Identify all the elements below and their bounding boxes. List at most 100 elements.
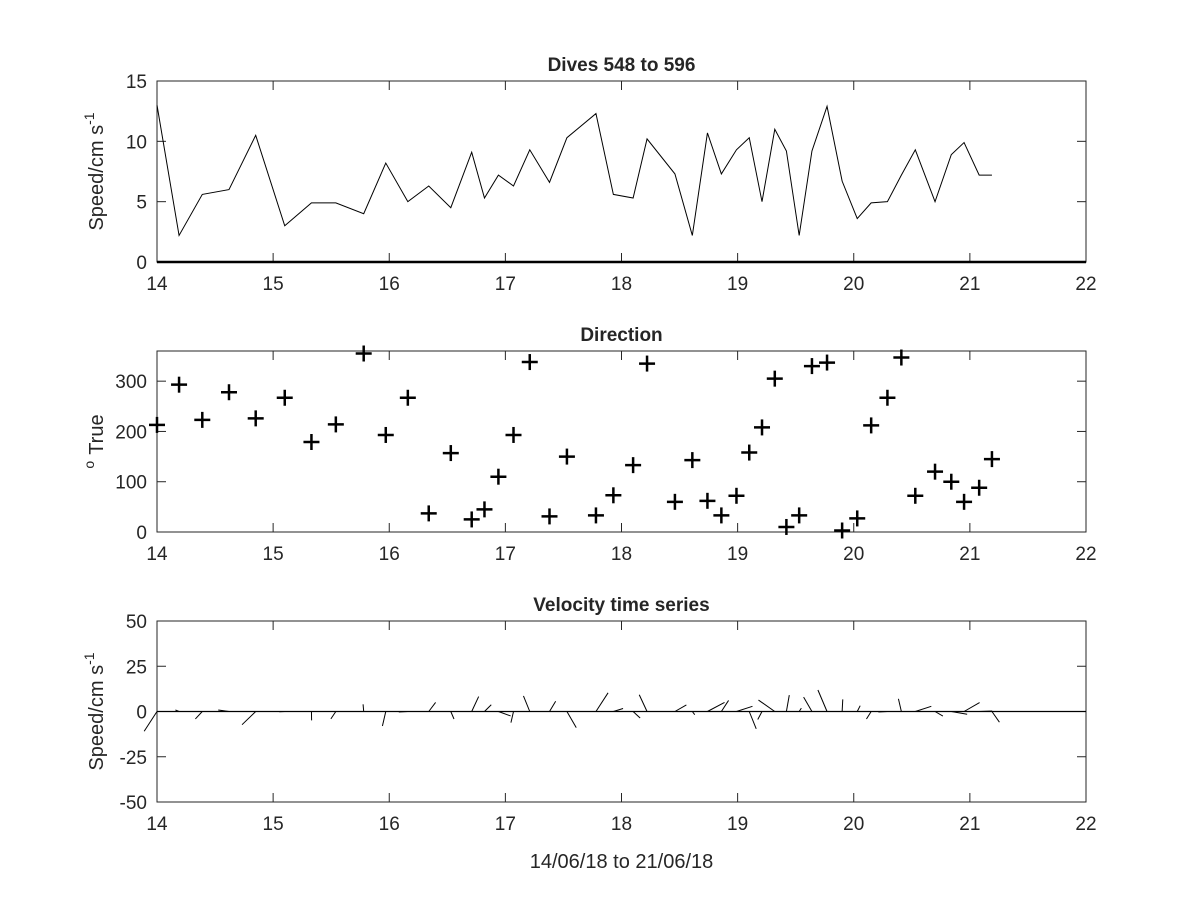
- velocity-stick: [428, 702, 436, 712]
- direction-marker: [893, 349, 910, 366]
- direction-marker: [778, 518, 795, 535]
- velocity-stick: [241, 711, 257, 726]
- y-tick-label: 10: [126, 132, 147, 153]
- y-tick-label: 25: [126, 657, 147, 678]
- velocity-stick: [218, 709, 230, 712]
- velocity-stick: [613, 708, 624, 712]
- direction-marker: [505, 426, 522, 443]
- direction-marker: [666, 493, 683, 510]
- velocity-stick: [856, 705, 861, 712]
- velocity-stick: [522, 695, 531, 712]
- velocity-stick: [785, 695, 790, 712]
- y-tick-label: 100: [115, 473, 147, 494]
- x-tick-label: 16: [379, 814, 400, 835]
- direction-marker: [247, 410, 264, 427]
- velocity-stick: [143, 711, 158, 732]
- x-tick-label: 15: [263, 274, 284, 295]
- direction-marker: [956, 493, 973, 510]
- speed-series-line: [156, 104, 992, 237]
- velocity-stick: [817, 689, 828, 712]
- direction-marker: [943, 473, 960, 490]
- velocity-stick: [757, 711, 763, 720]
- x-tick-label: 18: [611, 814, 632, 835]
- velocity-stick: [498, 711, 511, 717]
- panel-3: Velocity time series 14 15 16 17 18 19 20 21 22 -5…: [81, 595, 1097, 873]
- direction-marker: [803, 358, 820, 375]
- direction-marker: [541, 508, 558, 525]
- direction-marker: [149, 416, 165, 433]
- direction-marker: [983, 451, 1000, 468]
- direction-marker: [399, 389, 416, 406]
- direction-marker: [558, 448, 575, 465]
- velocity-stick: [748, 711, 757, 729]
- direction-marker: [927, 463, 944, 480]
- y-axis-label-text: Speed/cm s: [86, 665, 108, 771]
- x-tick-label: 21: [959, 814, 980, 835]
- direction-marker: [194, 411, 211, 428]
- velocity-stick: [963, 702, 980, 712]
- velocity-stick: [803, 696, 813, 712]
- direction-marker: [377, 426, 394, 443]
- panel-2: Direction 14 15 16 17 18 19 20 21 22 0 100 200 300 o Tr…: [81, 325, 1097, 565]
- panel-1: Dives 548 to 596 14 15 16 17 18 19 20 21 22 0 5 10 15…: [81, 55, 1097, 295]
- x-tick-label: 19: [727, 544, 748, 565]
- x-tick-label: 22: [1075, 814, 1096, 835]
- x-tick-label: 21: [959, 544, 980, 565]
- x-tick-label: 22: [1075, 274, 1096, 295]
- direction-marker: [819, 354, 836, 371]
- velocity-stick: [758, 699, 776, 712]
- x-tick-label: 17: [495, 544, 516, 565]
- velocity-stick: [381, 711, 387, 727]
- x-tick-label: 16: [379, 544, 400, 565]
- plot-title: Velocity time series: [533, 595, 709, 616]
- velocity-stick: [720, 700, 729, 712]
- direction-marker: [879, 389, 896, 406]
- y-axis-label-prefix: o: [81, 461, 97, 469]
- velocity-stick: [866, 711, 872, 720]
- x-tick-label: 21: [959, 274, 980, 295]
- direction-marker: [171, 376, 188, 393]
- x-tick-label: 14: [146, 814, 168, 835]
- direction-marker: [355, 345, 372, 362]
- velocity-stick: [798, 707, 802, 712]
- velocity-stick: [841, 699, 844, 712]
- direction-marker: [713, 507, 730, 524]
- direction-marker: [766, 370, 783, 387]
- plot-area: [156, 80, 1087, 263]
- x-tick-label: 20: [843, 544, 864, 565]
- x-tick-label: 19: [727, 814, 748, 835]
- plot-title: Direction: [580, 325, 662, 346]
- direction-marker: [476, 501, 493, 518]
- x-tick-label: 20: [843, 814, 864, 835]
- y-axis-label: o True: [81, 414, 108, 468]
- y-tick-label: 200: [115, 422, 147, 443]
- velocity-stick: [632, 711, 641, 719]
- direction-marker: [442, 445, 459, 462]
- velocity-stick: [674, 704, 687, 712]
- velocity-stick: [934, 711, 944, 717]
- velocity-stick: [638, 694, 648, 712]
- y-axis-label-text: True: [86, 414, 108, 454]
- velocity-stick: [450, 711, 455, 720]
- direction-marker: [605, 487, 622, 504]
- y-axis-label: Speed/cm s-1: [81, 652, 108, 770]
- direction-marker: [754, 419, 771, 436]
- direction-marker: [907, 487, 924, 504]
- x-tick-label: 22: [1075, 544, 1096, 565]
- x-tick-label: 17: [495, 274, 516, 295]
- direction-marker: [834, 522, 851, 539]
- plot-area: [156, 350, 1087, 533]
- velocity-stick: [951, 711, 968, 715]
- direction-marker: [420, 505, 437, 522]
- direction-marker: [490, 468, 507, 485]
- direction-marker: [327, 416, 344, 433]
- velocity-stick: [471, 696, 480, 712]
- y-tick-label: 5: [136, 193, 147, 214]
- x-tick-label: 15: [263, 544, 284, 565]
- direction-marker: [303, 434, 320, 451]
- direction-marker: [625, 457, 642, 474]
- x-tick-label: 20: [843, 274, 864, 295]
- direction-marker: [639, 355, 656, 372]
- direction-marker: [220, 384, 237, 401]
- y-tick-label: 0: [136, 703, 147, 724]
